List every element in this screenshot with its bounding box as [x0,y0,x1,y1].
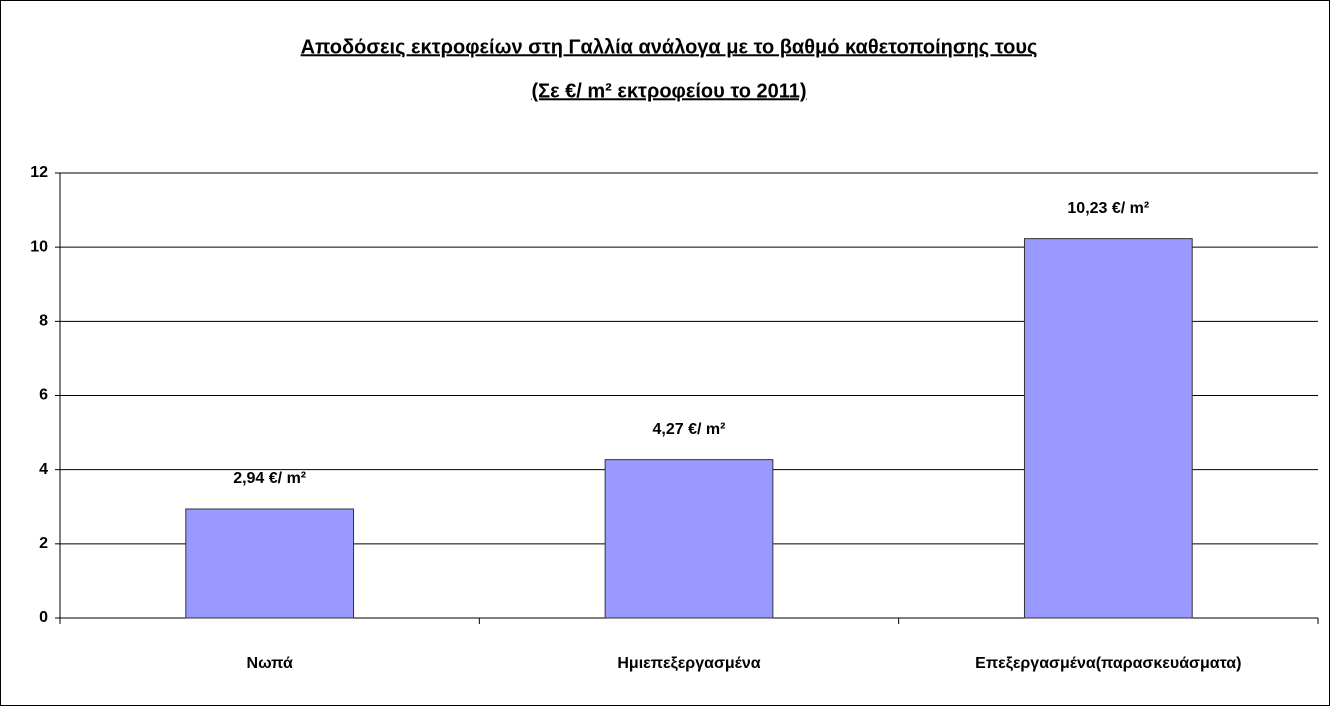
x-tick-label: Ημιεπεξεργασμένα [617,655,760,672]
y-tick-label: 8 [39,313,48,330]
data-label: 4,27 €/ m² [653,421,726,438]
y-tick-label: 12 [30,164,48,181]
data-label: 10,23 €/ m² [1067,200,1149,217]
x-tick-label: Επεξεργασμένα(παρασκευάσματα) [975,655,1241,672]
y-tick-label: 4 [39,461,48,478]
bar [604,459,774,619]
y-tick-label: 0 [39,609,48,626]
bar [1023,238,1193,619]
bar [185,508,355,619]
chart-title: Αποδόσεις εκτροφείων στη Γαλλία ανάλογα … [301,36,1038,58]
y-tick-label: 2 [39,535,48,552]
data-label: 2,94 €/ m² [233,470,306,487]
y-tick-label: 6 [39,387,48,404]
chart-subtitle: (Σε €/ m² εκτροφείου το 2011) [531,80,806,102]
y-tick-label: 10 [30,238,48,255]
x-tick-label: Νωπά [247,655,293,672]
